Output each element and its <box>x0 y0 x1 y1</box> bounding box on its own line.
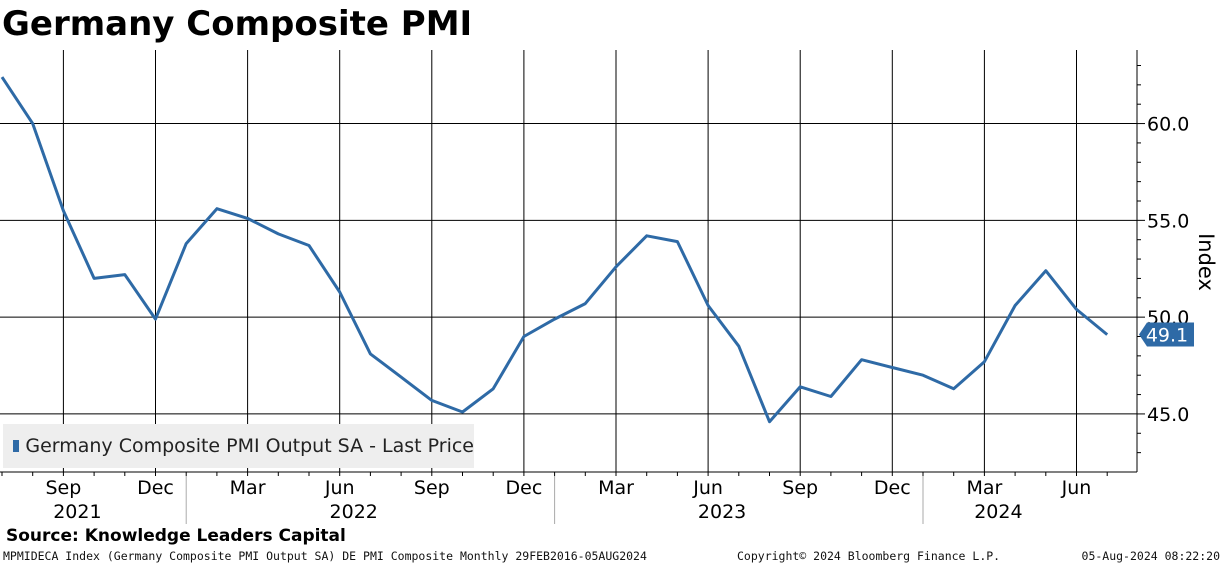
x-tick-label: Mar <box>230 477 266 499</box>
x-tick-label: Jun <box>324 477 355 499</box>
y-tick-label: 60.0 <box>1147 114 1189 136</box>
footer-timestamp: 05-Aug-2024 08:22:20 <box>1081 549 1220 563</box>
legend-label: Germany Composite PMI Output SA - Last P… <box>25 435 474 457</box>
y-tick-label: 45.0 <box>1147 404 1189 426</box>
last-value-label: 49.1 <box>1146 325 1188 347</box>
grid-layer <box>0 50 1137 472</box>
chart-legend: Germany Composite PMI Output SA - Last P… <box>3 424 474 468</box>
series-layer <box>0 76 1109 424</box>
axis-layer <box>0 50 1145 524</box>
footer-copyright: Copyright© 2024 Bloomberg Finance L.P. <box>737 549 1001 563</box>
x-tick-label: Jun <box>692 477 723 499</box>
year-label: 2023 <box>698 501 746 523</box>
x-tick-label: Mar <box>598 477 634 499</box>
chart-title: Germany Composite PMI <box>2 4 473 44</box>
x-tick-label: Dec <box>137 477 174 499</box>
last-value-tag <box>1139 322 1194 347</box>
year-label: 2024 <box>974 501 1022 523</box>
x-tick-label: Sep <box>414 477 450 499</box>
x-tick-label: Dec <box>874 477 911 499</box>
footer-ticker-description: MPMIDECA Index (Germany Composite PMI Ou… <box>3 549 647 563</box>
x-tick-label: Dec <box>506 477 543 499</box>
x-tick-label: Sep <box>782 477 818 499</box>
source-note: Source: Knowledge Leaders Capital <box>6 526 346 546</box>
x-tick-label: Mar <box>966 477 1002 499</box>
x-tick-label: Jun <box>1061 477 1092 499</box>
y-axis-label: Index <box>1194 233 1218 291</box>
legend-swatch <box>13 440 20 452</box>
year-label: 2022 <box>330 501 378 523</box>
y-tick-label: 55.0 <box>1147 210 1189 232</box>
series-line <box>0 76 1109 424</box>
x-tick-label: Sep <box>45 477 81 499</box>
year-label: 2021 <box>53 501 101 523</box>
